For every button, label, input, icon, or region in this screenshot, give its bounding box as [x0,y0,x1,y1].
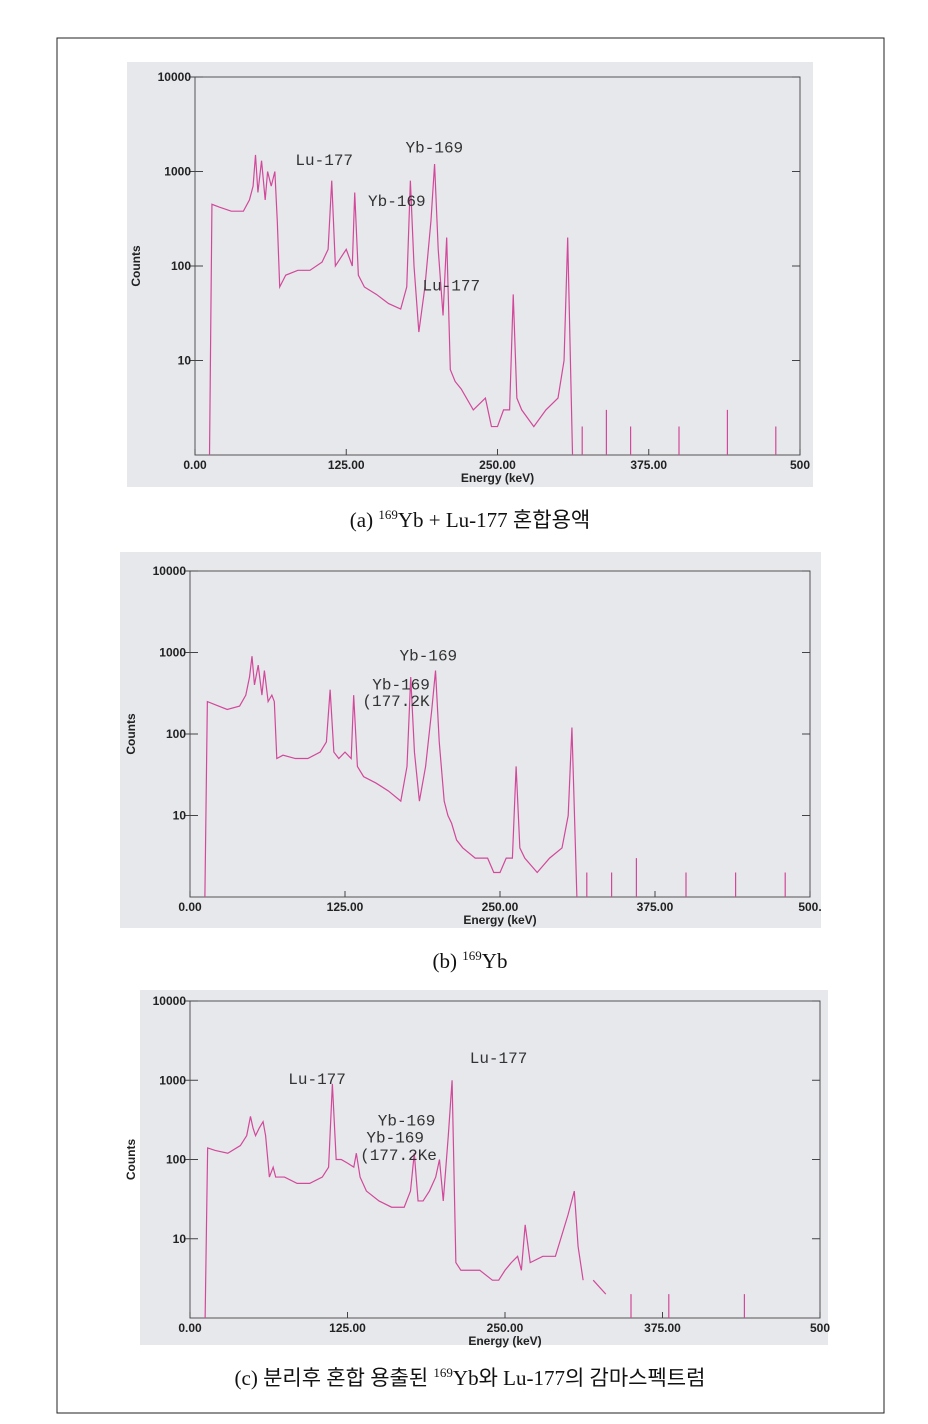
y-tick-label: 1000 [159,646,186,660]
caption-text: (b) [433,949,463,973]
peak-annotation: Lu-177 [295,152,353,170]
peak-annotation: (177.2Ke [360,1147,437,1165]
caption-text: Yb와 Lu-177의 감마스펙트럼 [453,1366,706,1390]
peak-annotation: (177.2K [362,693,430,711]
peak-annotation: Yb-169 [368,193,426,211]
chart: 10 100 1000 10000 0.00 125.00 250.00 375.00 500.… [120,552,822,973]
x-tick-label: 500 [810,1321,830,1335]
x-tick-label: 375.00 [630,458,667,472]
caption-text: (a) [350,508,379,532]
y-tick-label: 10 [173,1232,187,1246]
x-axis-label: Energy (keV) [461,471,534,485]
spectrum-line [204,1080,745,1319]
y-tick-label: 10 [173,809,187,823]
y-tick-label: 10 [178,354,192,368]
y-tick-label: 10000 [153,564,187,578]
caption-text: Yb + Lu-177 혼합용액 [398,508,590,532]
x-tick-label: 250.00 [487,1321,524,1335]
x-tick-label: 250.00 [482,900,519,914]
x-tick-label: 0.00 [178,1321,202,1335]
chart-background [127,62,813,487]
y-axis-label: Counts [129,245,143,287]
x-tick-label: 375.00 [637,900,674,914]
caption-superscript: 169 [378,507,398,522]
caption-text: (c) 분리후 혼합 용출된 [235,1366,434,1390]
y-tick-label: 100 [171,259,191,273]
peak-annotation: Yb-169 [372,677,430,695]
x-tick-label: 375.00 [644,1321,681,1335]
y-tick-label: 1000 [159,1073,186,1087]
x-axis-label: Energy (keV) [463,913,536,927]
y-axis-label: Counts [124,713,138,755]
peak-annotation: Yb-169 [400,647,458,665]
peak-annotation: Lu-177 [288,1071,346,1089]
chart-background [140,990,828,1345]
chart: 10 100 1000 10000 0.00 125.00 250.00 375.00 500 E… [127,62,813,532]
x-tick-label: 125.00 [327,900,364,914]
chart-background [120,552,821,928]
x-tick-label: 0.00 [178,900,202,914]
frame [56,37,885,1414]
y-axis-label: Counts [124,1139,138,1181]
x-tick-label: 125.00 [329,1321,366,1335]
peak-annotation: Lu-177 [470,1050,528,1068]
y-tick-label: 10000 [153,994,187,1008]
x-tick-label: 250.00 [479,458,516,472]
caption: (c) 분리후 혼합 용출된 169Yb와 Lu-177의 감마스펙트럼 [235,1365,706,1390]
spectrum-line [208,154,777,456]
y-tick-label: 100 [166,1153,186,1167]
peak-annotation: Yb-169 [366,1129,424,1147]
caption-superscript: 169 [462,948,482,963]
x-tick-label: 500 [790,458,810,472]
peak-annotation: Lu-177 [422,278,480,296]
x-tick-label: 0.00 [183,458,207,472]
x-axis-label: Energy (keV) [468,1334,541,1348]
chart: 10 100 1000 10000 0.00 125.00 250.00 375.00 500 E… [124,990,830,1390]
x-tick-label: 125.00 [328,458,365,472]
y-tick-label: 10000 [158,70,192,84]
caption-text: Yb [482,949,508,973]
y-tick-label: 1000 [164,165,191,179]
y-tick-label: 100 [166,727,186,741]
peak-annotation: Yb-169 [378,1112,436,1130]
caption-superscript: 169 [433,1365,453,1380]
caption: (b) 169Yb [433,948,508,973]
x-tick-label: 500. [798,900,821,914]
caption: (a) 169Yb + Lu-177 혼합용액 [350,507,590,532]
peak-annotation: Yb-169 [406,140,464,158]
spectrum-line [204,656,786,898]
